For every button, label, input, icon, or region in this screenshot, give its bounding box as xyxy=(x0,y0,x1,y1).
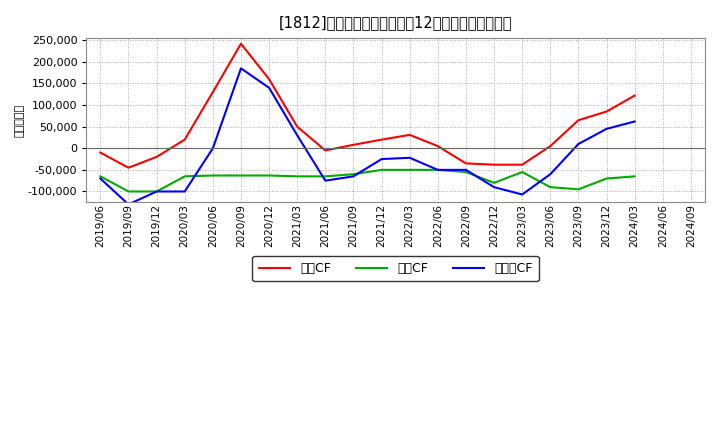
Y-axis label: （百万円）: （百万円） xyxy=(15,104,25,137)
Legend: 営業CF, 投資CF, フリーCF: 営業CF, 投資CF, フリーCF xyxy=(253,256,539,282)
Title: [1812]　キャッシュフローの12か月移動合計の推移: [1812] キャッシュフローの12か月移動合計の推移 xyxy=(279,15,513,30)
